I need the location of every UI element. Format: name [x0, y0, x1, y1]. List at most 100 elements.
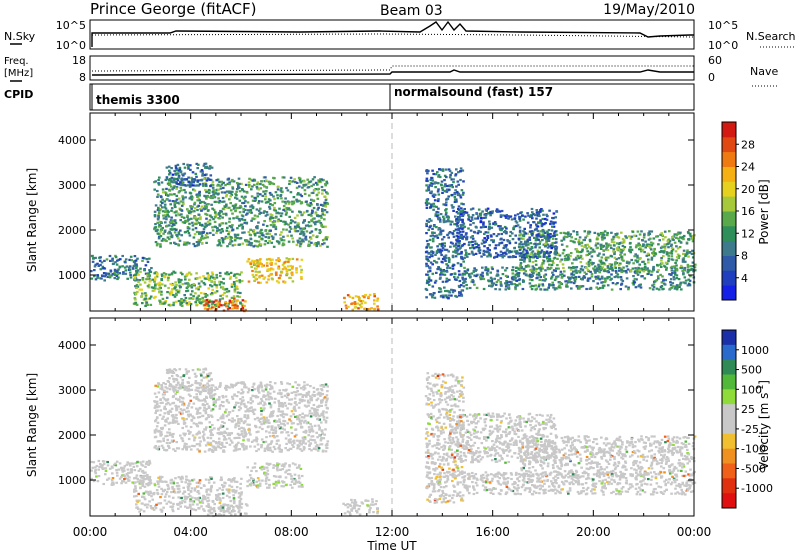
- power-echo-cell: [427, 228, 430, 231]
- power-echo-cell: [220, 304, 223, 307]
- power-echo-cell: [295, 268, 298, 271]
- power-echo-cell: [499, 214, 503, 217]
- power-echo-cell: [600, 267, 603, 270]
- power-echo-cell: [157, 182, 160, 185]
- power-echo-cell: [457, 171, 460, 174]
- power-echo-cell: [661, 245, 664, 248]
- power-echo-cell: [285, 272, 289, 276]
- power-echo-cell: [625, 260, 629, 263]
- power-echo-cell: [200, 223, 204, 226]
- power-echo-cell: [285, 269, 289, 272]
- power-echo-cell: [669, 251, 673, 254]
- power-echo-cell: [376, 299, 379, 302]
- power-echo-cell: [550, 275, 554, 278]
- power-echo-cell: [456, 231, 459, 234]
- velocity-echo-cell: [180, 496, 183, 499]
- velocity-echo-cell: [193, 487, 197, 490]
- power-echo-cell: [459, 225, 463, 228]
- power-echo-cell: [433, 231, 436, 234]
- power-echo-cell: [220, 228, 224, 231]
- power-echo-cell: [500, 241, 504, 244]
- power-echo-cell: [586, 253, 590, 256]
- power-echo-cell: [479, 212, 483, 215]
- power-echo-cell: [262, 264, 266, 267]
- power-echo-cell: [668, 230, 671, 233]
- power-echo-cell: [180, 209, 184, 212]
- power-echo-cell: [613, 244, 616, 247]
- velocity-echo-cell: [206, 496, 210, 499]
- power-echo-cell: [212, 193, 215, 196]
- power-echo-cell: [197, 184, 200, 187]
- power-echo-cell: [620, 268, 623, 271]
- power-echo-cell: [244, 208, 247, 212]
- velocity-echo-cell: [125, 473, 129, 476]
- power-echo-cell: [238, 243, 242, 246]
- velocity-echo-cell: [143, 498, 147, 501]
- velocity-echo-cell: [196, 485, 200, 488]
- power-echo-cell: [234, 235, 237, 238]
- power-echo-cell: [675, 269, 679, 272]
- freq-label-line2: [MHz]: [4, 68, 33, 79]
- power-echo-cell: [667, 257, 671, 260]
- power-echo-cell: [560, 276, 564, 279]
- power-echo-cell: [236, 291, 240, 294]
- velocity-echo-cell: [130, 471, 133, 474]
- power-echo-cell: [456, 180, 460, 183]
- power-echo-cell: [498, 227, 502, 230]
- velocity-echo-cell: [206, 488, 210, 491]
- power-echo-cell: [585, 235, 589, 238]
- power-echo-cell: [429, 254, 433, 257]
- power-echo-cell: [225, 290, 229, 293]
- power-echo-cell: [447, 216, 450, 219]
- velocity-echo-cell: [171, 496, 175, 499]
- velocity-echo-cell: [189, 498, 192, 501]
- power-echo-cell: [528, 260, 532, 263]
- power-echo-cell: [596, 236, 599, 239]
- power-echo-cell: [570, 276, 574, 279]
- power-echo-cell: [581, 248, 584, 251]
- power-echo-cell: [470, 272, 474, 275]
- power-echo-cell: [427, 259, 430, 262]
- power-echo-cell: [512, 278, 516, 281]
- velocity-echo-cell: [206, 513, 210, 516]
- power-echo-cell: [433, 281, 437, 284]
- power-echo-cell: [674, 261, 677, 264]
- power-echo-cell: [617, 264, 621, 267]
- power-echo-cell: [255, 225, 258, 228]
- power-echo-cell: [90, 277, 94, 280]
- power-echo-cell: [205, 217, 208, 220]
- power-echo-cell: [353, 303, 357, 306]
- power-echo-cell: [686, 271, 690, 274]
- power-echo-cell: [93, 269, 96, 272]
- power-echo-cell: [442, 270, 446, 273]
- power-echo-cell: [359, 299, 362, 303]
- power-echo-cell: [459, 235, 463, 238]
- power-echo-cell: [691, 249, 694, 252]
- power-echo-cell: [295, 267, 298, 270]
- power-echo-cell: [634, 246, 638, 249]
- power-echo-cell: [639, 286, 643, 289]
- power-echo-cell: [612, 250, 615, 253]
- power-echo-cell: [373, 302, 376, 305]
- power-echo-cell: [318, 219, 321, 222]
- power-echo-cell: [203, 173, 207, 177]
- power-echo-cell: [168, 273, 171, 276]
- power-echo-cell: [181, 195, 185, 198]
- power-echo-cell: [173, 220, 177, 223]
- velocity-echo-cell: [157, 482, 160, 485]
- power-echo-cell: [461, 193, 465, 196]
- power-echo-cell: [185, 302, 189, 305]
- power-echo-cell: [121, 254, 124, 258]
- power-echo-cell: [174, 228, 178, 232]
- power-echo-cell: [598, 271, 601, 274]
- power-echo-cell: [430, 294, 434, 297]
- power-echo-cell: [295, 258, 299, 261]
- power-echo-cell: [219, 244, 223, 247]
- power-echo-cell: [595, 268, 599, 271]
- power-echo-cell: [218, 214, 222, 217]
- power-echo-cell: [167, 276, 170, 280]
- power-echo-cell: [465, 232, 468, 235]
- velocity-echo-cell: [115, 481, 118, 484]
- power-echo-cell: [283, 261, 287, 264]
- power-echo-cell: [460, 207, 463, 210]
